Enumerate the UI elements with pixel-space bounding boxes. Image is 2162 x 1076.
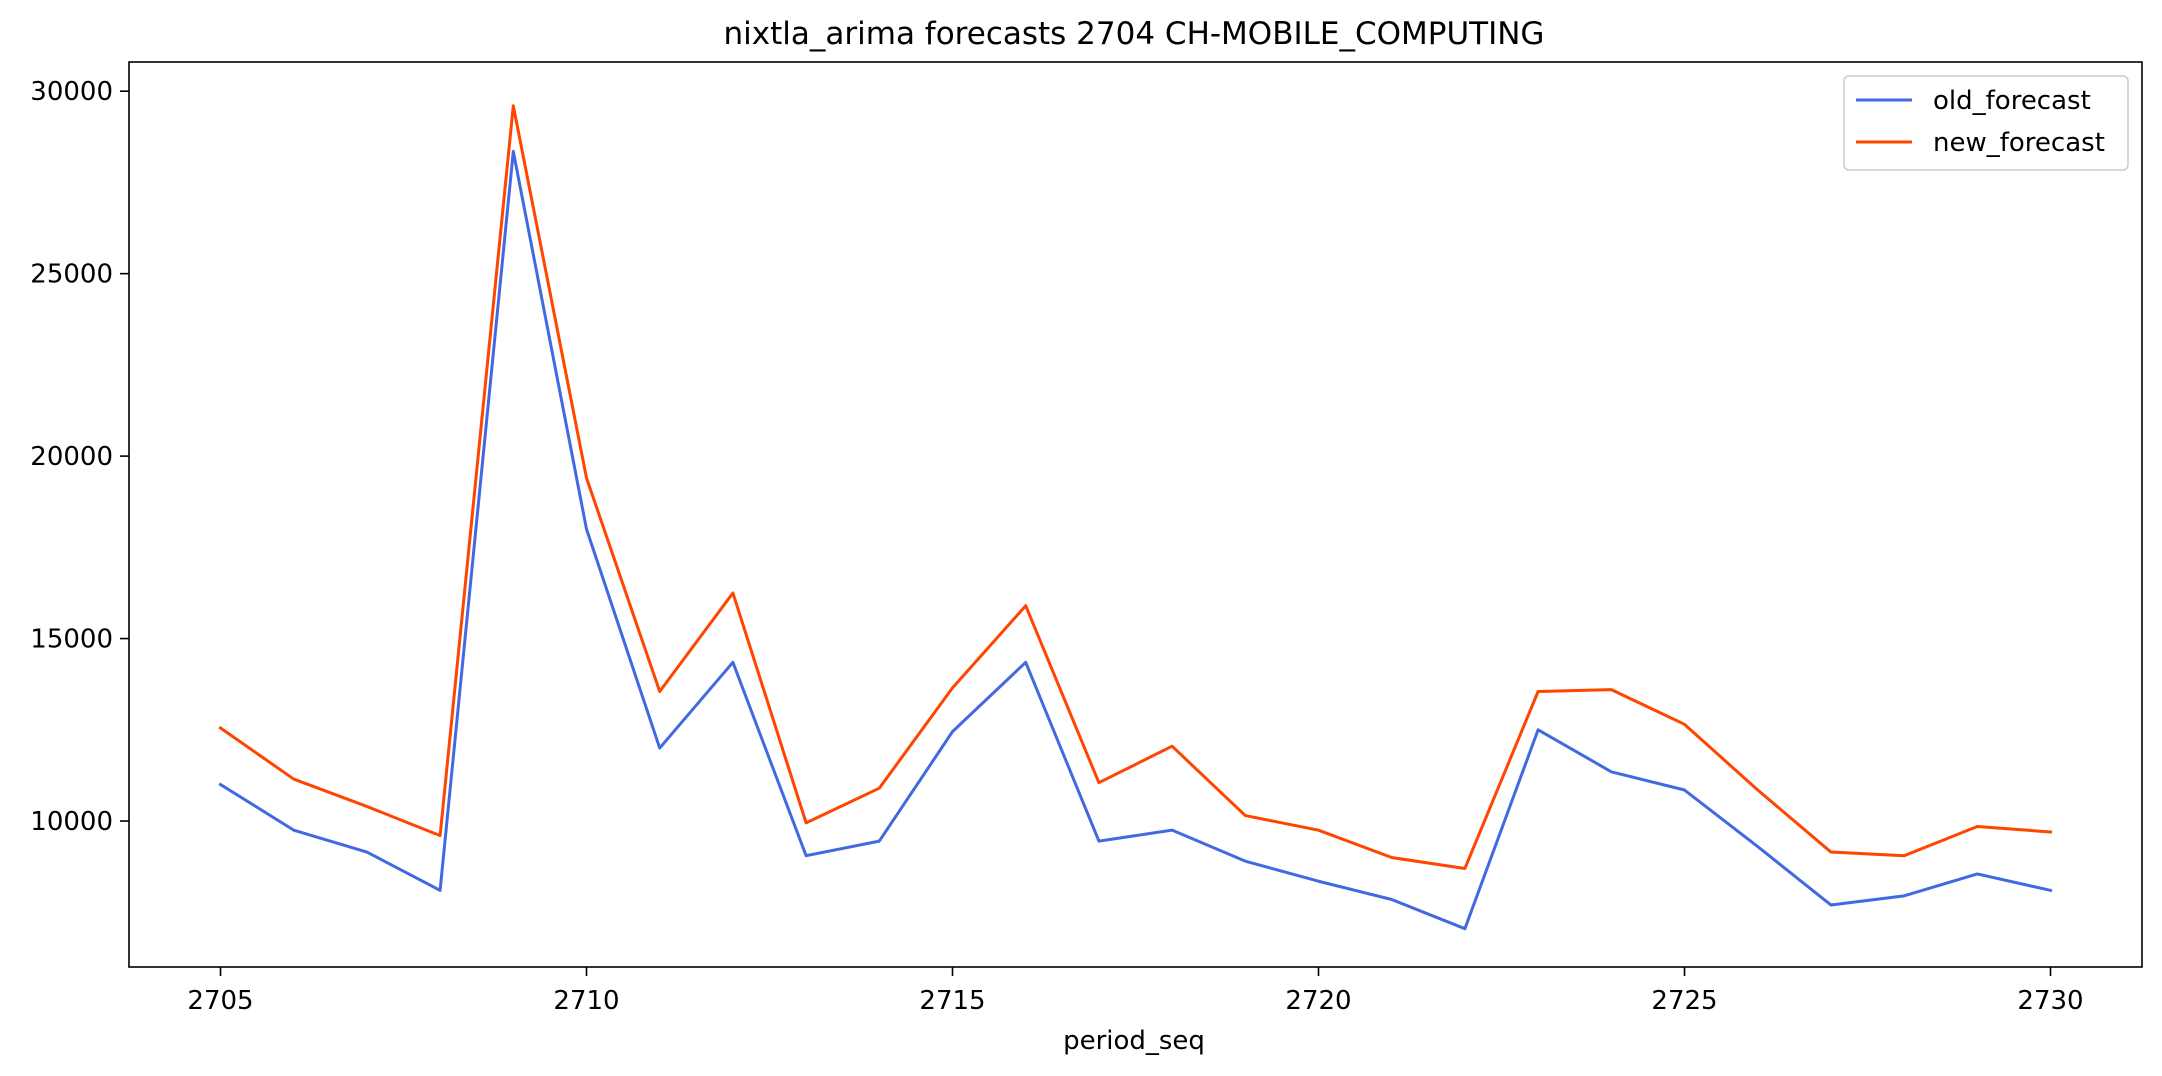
y-axis: 10000 15000 20000 25000 30000 [30, 77, 129, 837]
legend-label-old-forecast: old_forecast [1933, 86, 2091, 116]
chart-title: nixtla_arima forecasts 2704 CH-MOBILE_CO… [724, 16, 1545, 52]
legend: old_forecast new_forecast [1843, 75, 2129, 171]
x-tick-label: 2715 [919, 986, 985, 1016]
y-tick-label: 10000 [30, 807, 113, 837]
x-tick-label: 2710 [553, 986, 619, 1016]
x-tick-label: 2705 [187, 986, 253, 1016]
series-layer [218, 104, 2053, 931]
y-tick-label: 25000 [30, 260, 113, 290]
y-tick-label: 30000 [30, 77, 113, 107]
x-tick-label: 2720 [1285, 986, 1351, 1016]
legend-label-new-forecast: new_forecast [1933, 128, 2105, 158]
x-axis: 2705 2710 2715 2720 2725 2730 [187, 967, 2084, 1016]
x-axis-label: period_seq [1063, 1026, 1205, 1056]
x-tick-label: 2725 [1651, 986, 1717, 1016]
series-line-old-forecast [218, 149, 2053, 931]
x-tick-label: 2730 [2017, 986, 2083, 1016]
y-tick-label: 20000 [30, 442, 113, 472]
y-tick-label: 15000 [30, 625, 113, 655]
series-line-new-forecast [218, 104, 2053, 870]
plot-frame [128, 61, 2143, 968]
legend-box [1843, 75, 2129, 171]
